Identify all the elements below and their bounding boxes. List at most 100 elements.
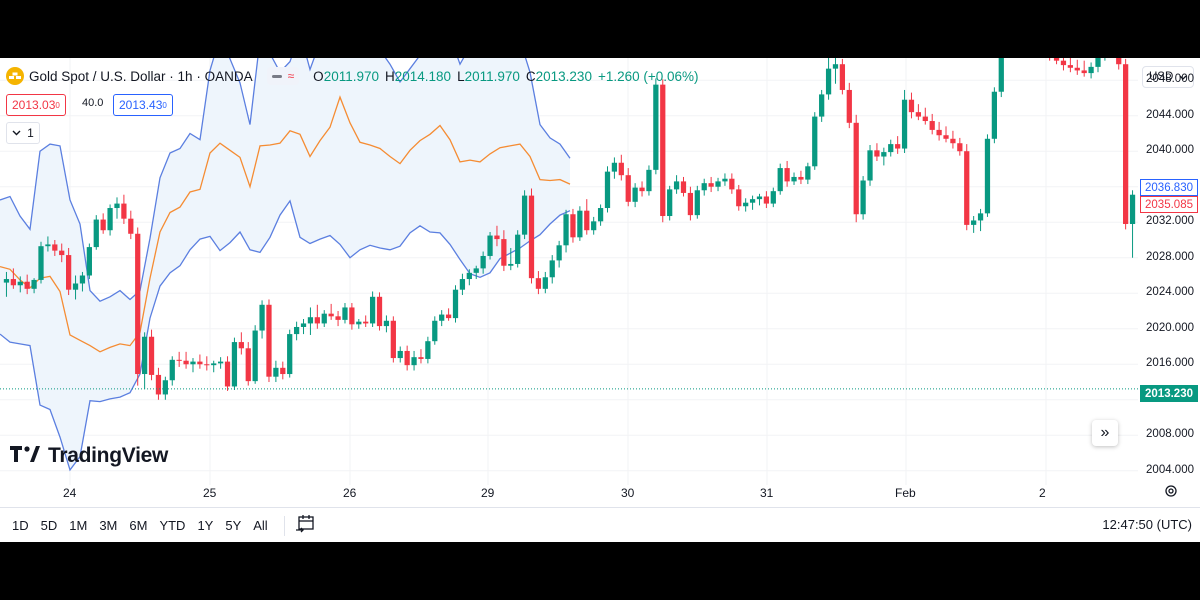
timeframe-button[interactable]: 1M <box>69 518 88 533</box>
candle <box>293 321 300 341</box>
candle-body <box>950 138 956 144</box>
candle-body <box>397 350 403 359</box>
candle-body <box>618 162 624 176</box>
candle-body <box>425 341 431 359</box>
candle <box>508 247 514 271</box>
timeframe-button[interactable]: 5Y <box>225 518 242 533</box>
candle-body <box>287 334 293 375</box>
bollinger-lower-line <box>0 199 571 472</box>
bollinger-band-fill <box>0 58 570 470</box>
candle-body <box>936 129 942 136</box>
candle <box>888 139 894 157</box>
candle-body <box>839 64 846 90</box>
candle <box>874 143 880 161</box>
candle-body <box>79 275 86 284</box>
timeframe-button[interactable]: All <box>253 518 268 533</box>
settings-icon[interactable] <box>1164 484 1178 501</box>
candle-body <box>141 336 148 375</box>
candle-body <box>86 247 92 276</box>
candle <box>563 209 569 253</box>
candle-body <box>59 250 65 256</box>
candle <box>376 292 383 331</box>
timeframe-button[interactable]: 6M <box>129 518 148 533</box>
candle <box>763 191 770 209</box>
candle <box>957 137 963 156</box>
candle <box>287 329 293 378</box>
candle-body <box>190 361 196 365</box>
candle <box>197 354 203 369</box>
bollinger-basis-line <box>0 95 571 353</box>
candle <box>660 79 666 223</box>
timeframe-button[interactable]: 5D <box>40 518 58 533</box>
symbol-title[interactable]: Gold Spot / U.S. Dollar · 1h · OANDA <box>29 68 253 84</box>
brand-name: TradingView <box>48 444 169 467</box>
candle-body <box>915 112 922 117</box>
indicators-collapse-button[interactable]: 1 <box>6 122 40 144</box>
candle <box>162 376 168 400</box>
legend-controls[interactable]: ≈ <box>266 67 300 85</box>
candle <box>169 356 175 386</box>
price-axis-label: 2004.000 <box>1146 463 1194 476</box>
candle <box>369 291 376 327</box>
candle-body <box>584 210 590 231</box>
sell-button[interactable]: 2013.03 0 <box>6 94 66 116</box>
candle-body <box>307 317 314 324</box>
candle <box>756 193 763 206</box>
candle-body <box>860 180 866 215</box>
price-chart[interactable] <box>0 58 1138 485</box>
candle <box>708 176 714 193</box>
candle <box>425 336 431 364</box>
wave-icon[interactable]: ≈ <box>287 69 295 83</box>
timeframe-button[interactable]: 3M <box>99 518 118 533</box>
candle-body <box>183 360 189 365</box>
candle <box>38 241 44 284</box>
candle-body <box>314 317 320 324</box>
candle <box>459 273 466 296</box>
candle-body <box>404 350 410 366</box>
candle <box>1116 58 1122 70</box>
currency-select[interactable]: USD <box>1142 66 1194 88</box>
candle <box>273 360 279 383</box>
candle <box>31 278 37 294</box>
candle <box>93 215 99 250</box>
timeframe-button[interactable]: YTD <box>159 518 186 533</box>
candle <box>1095 58 1101 73</box>
candle-body <box>383 320 390 327</box>
candle <box>915 104 922 121</box>
candle-body <box>957 143 963 152</box>
candle-body <box>280 367 286 375</box>
clock[interactable]: 12:47:50 (UTC) <box>1102 517 1192 532</box>
candle-body <box>121 203 127 219</box>
price-axis-label: 2044.000 <box>1146 108 1194 121</box>
candle-body <box>259 304 265 331</box>
timeframe-button[interactable]: 1D <box>12 518 29 533</box>
candle <box>356 318 362 329</box>
candle <box>280 361 286 380</box>
scroll-to-realtime-button[interactable]: » <box>1092 420 1118 446</box>
candle <box>929 113 935 135</box>
price-axis-label: 2020.000 <box>1146 321 1194 334</box>
bollinger-upper-line <box>0 58 571 302</box>
candle-body <box>971 220 977 225</box>
buy-button[interactable]: 2013.43 0 <box>113 94 173 116</box>
candle <box>549 255 555 284</box>
candle <box>556 240 562 268</box>
candle <box>722 173 728 186</box>
timeframe-button[interactable]: 1Y <box>197 518 214 533</box>
candle-body <box>363 321 369 324</box>
hide-icon[interactable] <box>271 74 282 78</box>
candle <box>155 367 162 400</box>
tradingview-logo[interactable]: TradingView <box>10 444 168 468</box>
candle-body <box>998 58 1004 92</box>
goto-date-icon[interactable] <box>295 514 317 537</box>
candle-body <box>922 116 928 122</box>
candle <box>349 303 355 330</box>
candle-body <box>66 255 72 290</box>
candle-body <box>984 138 991 214</box>
candle-body <box>577 210 583 238</box>
candle <box>141 332 148 390</box>
chevron-down-icon <box>1179 75 1187 80</box>
candle <box>411 350 417 371</box>
candle-body <box>432 320 438 342</box>
spread-value: 40.0 <box>82 97 104 109</box>
